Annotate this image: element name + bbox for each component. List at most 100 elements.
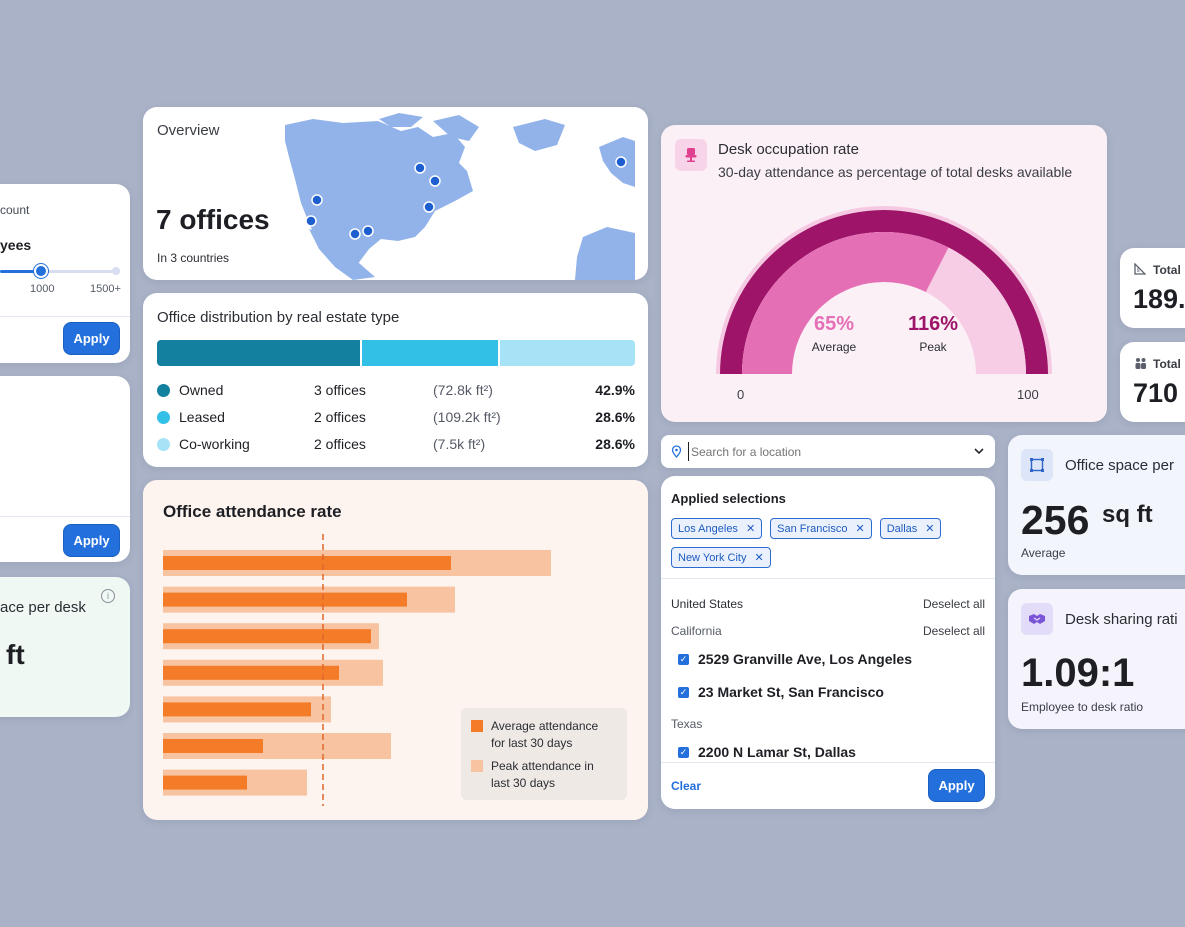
overview-card: Overview 7 offices In 3 countries xyxy=(143,107,648,280)
average-bar[interactable] xyxy=(163,665,339,680)
average-bar[interactable] xyxy=(163,775,247,790)
selection-chips: Los Angeles ✕ San Francisco ✕ Dallas ✕ New … xyxy=(671,518,987,576)
office-option-san-francisco[interactable]: ✓ 23 Market St, San Francisco xyxy=(678,684,884,700)
checkbox-checked-icon[interactable]: ✓ xyxy=(678,686,689,698)
total-value: 710 xyxy=(1133,378,1179,408)
attendance-title: Office attendance rate xyxy=(163,502,342,521)
checkbox-checked-icon[interactable]: ✓ xyxy=(678,653,689,665)
segment-co-working[interactable] xyxy=(499,340,635,366)
occupation-gauge xyxy=(716,206,1052,374)
chip-new-york-city[interactable]: New York City ✕ xyxy=(671,547,771,568)
office-option-dallas[interactable]: ✓ 2200 N Lamar St, Dallas xyxy=(678,744,856,760)
chip-dallas[interactable]: Dallas ✕ xyxy=(879,518,942,539)
slider-fill xyxy=(0,270,42,273)
area: (72.8k ft²) xyxy=(433,382,493,398)
remove-chip-icon[interactable]: ✕ xyxy=(855,523,865,535)
remove-chip-icon[interactable]: ✕ xyxy=(754,552,764,564)
remove-chip-icon[interactable]: ✕ xyxy=(745,523,756,535)
world-map[interactable] xyxy=(283,107,635,280)
legend-avg-label: Average attendance for last 30 days xyxy=(491,719,599,750)
card-value: 1.09:1 xyxy=(1021,651,1135,695)
type-label: Owned xyxy=(179,382,224,398)
slider-handle[interactable] xyxy=(34,264,48,278)
apply-button[interactable]: Apply xyxy=(63,524,120,557)
area: (7.5k ft²) xyxy=(433,436,486,452)
attendance-legend: Average attendance for last 30 days Peak… xyxy=(461,708,627,800)
office-option-los-angeles[interactable]: ✓ 2529 Granville Ave, Los Angeles xyxy=(678,651,912,667)
card-caption: Employee to desk ratio xyxy=(1021,700,1144,714)
peak-label: Peak xyxy=(919,340,947,354)
location-selection-panel: Applied selections Los Angeles ✕ San Fran… xyxy=(661,476,995,809)
apply-button[interactable]: Apply xyxy=(63,322,120,355)
co-working-dot xyxy=(157,437,170,451)
total-area-card: Total 189. xyxy=(1120,248,1185,328)
area-select-icon xyxy=(1021,449,1053,481)
office-distribution-card: Office distribution by real estate type … xyxy=(143,293,648,467)
total-label: Total xyxy=(1153,357,1181,371)
attendance-bar-chart xyxy=(163,534,551,806)
state-heading-texas: Texas xyxy=(671,717,703,731)
overview-title: Overview xyxy=(157,122,220,139)
chair-icon xyxy=(675,139,707,171)
country-heading: United States xyxy=(671,597,744,611)
office-count: 2 offices xyxy=(314,409,366,425)
chip-los-angeles[interactable]: Los Angeles ✕ xyxy=(671,518,763,539)
slider-end-marker xyxy=(112,267,120,275)
average-value: 65% xyxy=(813,313,855,335)
card-title: Desk sharing rati xyxy=(1065,611,1178,628)
deselect-all-country-link[interactable]: Deselect all xyxy=(922,597,985,611)
owned-dot xyxy=(157,383,170,397)
peak-arc xyxy=(720,210,1048,374)
apply-button[interactable]: Apply xyxy=(928,769,985,802)
average-bar[interactable] xyxy=(163,739,263,753)
state-heading-california: California xyxy=(671,624,722,638)
total-value: 189. xyxy=(1133,284,1185,314)
average-bar[interactable] xyxy=(163,556,451,570)
card-value: 256 xyxy=(1021,497,1090,543)
average-bar[interactable] xyxy=(163,702,311,717)
peak-value: 116% xyxy=(907,313,959,335)
divider xyxy=(0,516,130,517)
filter-card: Apply xyxy=(0,376,130,562)
occupation-title: Desk occupation rate xyxy=(718,141,859,158)
office-space-per-employee-card: Office space per 256 sq ft Average xyxy=(1008,435,1185,575)
total-employees-card: Total 710 xyxy=(1120,342,1185,422)
percentage: 28.6% xyxy=(595,436,635,452)
search-input[interactable] xyxy=(688,442,958,461)
country-count: In 3 countries xyxy=(157,251,230,265)
employee-count-filter-card: count yees 1000 1500+ Apply xyxy=(0,184,130,363)
location-pin-icon xyxy=(671,445,682,458)
filter-title: yees xyxy=(0,237,32,253)
percentage: 42.9% xyxy=(595,382,635,398)
segment-owned[interactable] xyxy=(157,340,361,366)
checkbox-checked-icon[interactable]: ✓ xyxy=(678,746,689,758)
tick-1000: 1000 xyxy=(30,283,55,295)
desk-occupation-card: Desk occupation rate 30-day attendance a… xyxy=(661,125,1107,422)
gauge-min: 0 xyxy=(737,387,745,402)
type-label: Leased xyxy=(179,409,225,425)
panel-footer: Clear Apply xyxy=(661,762,995,809)
remove-chip-icon[interactable]: ✕ xyxy=(925,523,935,535)
info-icon[interactable]: i xyxy=(101,589,115,603)
filter-label: count xyxy=(0,203,30,217)
leased-dot xyxy=(157,410,170,424)
clear-button[interactable]: Clear xyxy=(671,779,702,793)
office-count: 7 offices xyxy=(156,204,270,235)
card-value: ft xyxy=(6,639,25,670)
type-label: Co-working xyxy=(179,436,250,452)
segment-leased[interactable] xyxy=(362,340,498,366)
chevron-down-icon[interactable] xyxy=(973,447,985,456)
gauge-max: 100 xyxy=(1017,387,1039,402)
divider xyxy=(661,578,995,579)
card-caption: Average xyxy=(1021,546,1066,560)
average-label: Average xyxy=(811,340,857,354)
legend-avg-swatch xyxy=(471,720,483,732)
office-markers xyxy=(305,156,627,240)
average-bar[interactable] xyxy=(163,629,371,644)
chip-san-francisco[interactable]: San Francisco ✕ xyxy=(770,518,872,539)
occupation-subtitle: 30-day attendance as percentage of total… xyxy=(718,164,1073,180)
space-per-desk-card: ace per desk i ft xyxy=(0,577,130,717)
office-count: 3 offices xyxy=(314,382,366,398)
deselect-all-state-link[interactable]: Deselect all xyxy=(922,624,985,638)
average-bar[interactable] xyxy=(163,592,407,607)
